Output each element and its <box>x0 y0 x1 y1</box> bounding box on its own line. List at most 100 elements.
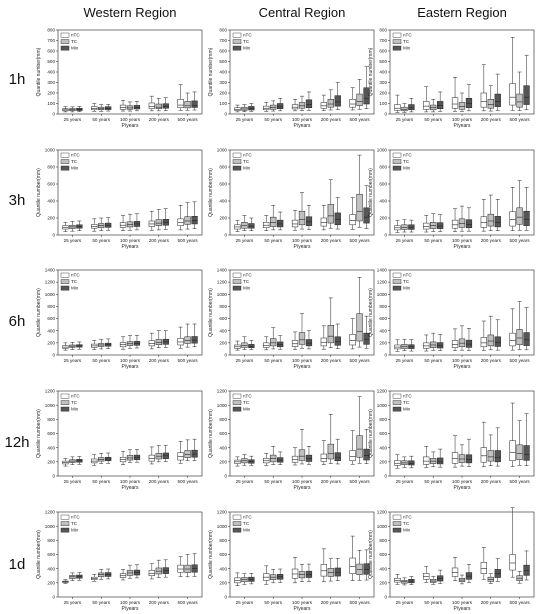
box-body <box>363 207 370 224</box>
legend-label-mix: Mix <box>71 528 79 533</box>
y-tick-label: 200 <box>379 340 387 345</box>
box-body <box>241 222 248 229</box>
y-tick-label: 200 <box>379 580 387 585</box>
y-tick-label: 1200 <box>217 280 228 285</box>
box-ntc <box>509 37 516 111</box>
row-label-3h: 3h <box>9 192 26 209</box>
box-ntc <box>148 332 155 350</box>
box-body <box>480 447 487 463</box>
box-mix <box>465 438 473 467</box>
y-tick-label: 200 <box>379 459 387 464</box>
box-mix <box>76 456 83 465</box>
box-body <box>516 329 523 345</box>
x-tick-label: 50 years <box>92 238 110 243</box>
box-tc <box>516 420 523 466</box>
legend-swatch-ntc <box>60 272 70 278</box>
box-body <box>327 204 334 224</box>
box-tc <box>184 323 191 348</box>
box-body <box>487 213 494 227</box>
box-mix <box>465 207 473 232</box>
x-tick-label: 200 years <box>149 358 170 363</box>
box-body <box>487 450 494 462</box>
y-tick-label: 800 <box>219 165 227 170</box>
box-mix <box>408 576 415 585</box>
box-mix <box>437 214 444 232</box>
box-tc <box>458 205 466 232</box>
box-ntc <box>423 446 430 468</box>
legend-label-tc: TC <box>243 39 250 44</box>
row-label-1d: 1d <box>9 556 26 573</box>
box-ntc <box>320 325 327 350</box>
box-body <box>305 454 313 462</box>
y-tick-label: 200 <box>219 580 227 585</box>
box-ntc <box>320 205 327 231</box>
box-ntc <box>91 218 98 232</box>
box-ntc <box>451 435 459 468</box>
box-mix <box>76 106 83 112</box>
box-mix <box>76 220 83 231</box>
box-body <box>494 450 501 463</box>
y-tick-label: 0 <box>384 112 387 117</box>
box-ntc <box>291 99 299 112</box>
box-tc <box>69 106 76 113</box>
box-mix <box>494 199 501 231</box>
panel-12h-central: 0 200 400 600 800 1000 1200 Quantile number(mm)… <box>208 389 375 491</box>
box-mix <box>105 217 112 231</box>
box-body <box>523 445 530 461</box>
box-tc <box>270 569 277 584</box>
y-axis-label: Quantile number(mm) <box>208 288 214 337</box>
x-tick-label: 200 years <box>321 479 342 484</box>
legend-label-ntc: nTC <box>71 394 80 399</box>
box-ntc <box>320 440 327 465</box>
box-tc <box>184 554 191 578</box>
y-tick-label: 600 <box>47 552 55 557</box>
legend-label-mix: Mix <box>71 407 79 412</box>
box-ntc <box>62 106 69 113</box>
y-tick-label: 0 <box>384 474 387 479</box>
box-mix <box>76 572 83 581</box>
legend-swatch-mix <box>60 527 70 533</box>
box-body <box>363 332 370 345</box>
box-mix <box>133 335 141 349</box>
legend-swatch-tc <box>392 39 402 44</box>
y-tick-label: 200 <box>47 216 55 221</box>
legend-label-tc: TC <box>403 279 410 284</box>
y-tick-label: 200 <box>47 459 55 464</box>
x-tick-label: 200 years <box>481 238 502 243</box>
box-tc <box>184 92 191 111</box>
x-tick-label: 500 years <box>510 238 531 243</box>
y-tick-label: 400 <box>219 199 227 204</box>
y-tick-label: 600 <box>219 316 227 321</box>
box-body <box>148 102 155 109</box>
y-tick-label: 1000 <box>377 292 388 297</box>
box-body <box>320 102 327 109</box>
box-mix <box>248 103 255 112</box>
box-body <box>177 218 184 226</box>
panel-6h-central: 0 200 400 600 800 1000 1200 1400 Quantile number… <box>208 268 375 370</box>
box-mix <box>305 205 313 230</box>
legend-label-tc: TC <box>243 521 250 526</box>
box-body <box>155 103 162 110</box>
panel-3h-eastern: 0 200 400 600 800 1000 Quantile number(mm) 25 y… <box>368 148 535 250</box>
legend-label-mix: Mix <box>71 46 79 51</box>
box-ntc <box>423 215 430 233</box>
x-tick-label: 500 years <box>178 117 199 122</box>
x-tick-label: 50 years <box>424 117 442 122</box>
x-tick-label: 200 years <box>321 600 342 605</box>
box-ntc <box>234 104 241 113</box>
x-tick-label: 500 years <box>350 117 371 122</box>
box-body <box>451 452 459 464</box>
box-ntc <box>148 446 155 465</box>
box-body <box>516 444 523 460</box>
y-tick-label: 600 <box>219 182 227 187</box>
box-mix <box>305 446 313 465</box>
box-body <box>184 101 191 109</box>
box-mix <box>277 451 284 465</box>
y-axis-label: Quantile number(mm) <box>368 47 374 96</box>
box-tc <box>430 99 437 113</box>
box-mix <box>162 330 169 348</box>
x-tick-label: 25 years <box>396 600 414 605</box>
